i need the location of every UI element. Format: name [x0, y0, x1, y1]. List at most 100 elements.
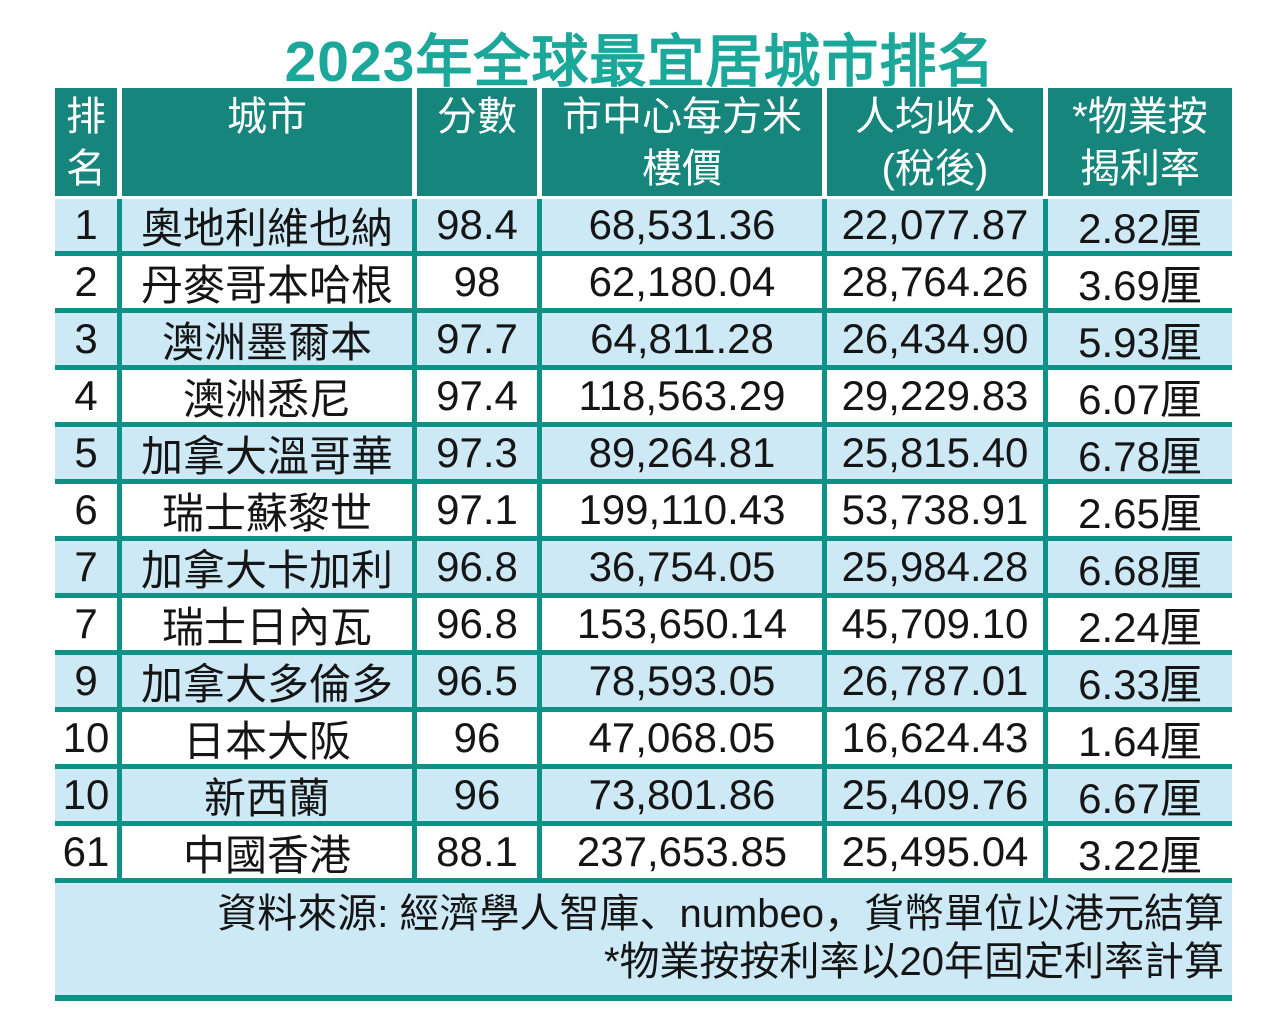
table-row: 3 澳洲墨爾本 97.7 64,811.28 26,434.90 5.93厘 [55, 313, 1232, 365]
column-header: *物業按 揭利率 [1048, 88, 1232, 196]
rank-cell: 5 [55, 427, 117, 479]
column-header-line1: 市中心每方米 [562, 95, 802, 139]
table-row: 7 加拿大卡加利 96.8 36,754.05 25,984.28 6.68厘 [55, 541, 1232, 593]
rate-cell: 2.82厘 [1048, 199, 1232, 251]
table-header-row: 排 名 城市 分數 市中心每方米 樓價 [55, 88, 1232, 199]
column-header-line2: 名 [66, 147, 106, 191]
price-cell: 73,801.86 [542, 769, 822, 821]
price-cell: 47,068.05 [542, 712, 822, 764]
table-row: 10 新西蘭 96 73,801.86 25,409.76 6.67厘 [55, 769, 1232, 821]
rate-cell: 6.68厘 [1048, 541, 1232, 593]
score-cell: 97.3 [417, 427, 537, 479]
rank-cell: 2 [55, 256, 117, 308]
rate-footnote: *物業按按利率以20年固定利率計算 [603, 940, 1224, 984]
rank-cell: 1 [55, 199, 117, 251]
column-header-line1: 排 [66, 95, 106, 139]
table-row: 4 澳洲悉尼 97.4 118,563.29 29,229.83 6.07厘 [55, 370, 1232, 422]
page-title: 2023年全球最宜居城市排名 [284, 30, 996, 94]
score-cell: 98 [417, 256, 537, 308]
rate-cell: 6.78厘 [1048, 427, 1232, 479]
rate-cell: 6.07厘 [1048, 370, 1232, 422]
score-cell: 98.4 [417, 199, 537, 251]
table-row: 2 丹麥哥本哈根 98 62,180.04 28,764.26 3.69厘 [55, 256, 1232, 308]
city-cell: 瑞士蘇黎世 [122, 484, 412, 536]
price-cell: 36,754.05 [542, 541, 822, 593]
city-cell: 加拿大溫哥華 [122, 427, 412, 479]
income-cell: 45,709.10 [827, 598, 1043, 650]
table-footnote: 資料來源: 經濟學人智庫、numbeo，貨幣單位以港元結算 *物業按按利率以20… [55, 878, 1232, 1001]
income-cell: 16,624.43 [827, 712, 1043, 764]
city-cell: 澳洲悉尼 [122, 370, 412, 422]
table-row: 6 瑞士蘇黎世 97.1 199,110.43 53,738.91 2.65厘 [55, 484, 1232, 536]
rank-cell: 3 [55, 313, 117, 365]
column-header-line2: 樓價 [642, 147, 722, 191]
column-header-line1: 人均收入 [855, 95, 1015, 139]
rank-cell: 10 [55, 712, 117, 764]
city-cell: 中國香港 [122, 826, 412, 878]
rate-cell: 6.67厘 [1048, 769, 1232, 821]
rank-cell: 7 [55, 541, 117, 593]
column-header-line1: 分數 [437, 95, 517, 139]
income-cell: 28,764.26 [827, 256, 1043, 308]
rate-cell: 1.64厘 [1048, 712, 1232, 764]
score-cell: 96.5 [417, 655, 537, 707]
table-row: 1 奧地利維也納 98.4 68,531.36 22,077.87 2.82厘 [55, 199, 1232, 251]
ranking-table: 排 名 城市 分數 市中心每方米 樓價 [55, 88, 1232, 1001]
price-cell: 78,593.05 [542, 655, 822, 707]
income-cell: 26,434.90 [827, 313, 1043, 365]
rate-cell: 5.93厘 [1048, 313, 1232, 365]
city-cell: 澳洲墨爾本 [122, 313, 412, 365]
price-cell: 64,811.28 [542, 313, 822, 365]
column-header: 排 名 [55, 88, 117, 196]
income-cell: 25,984.28 [827, 541, 1043, 593]
rate-cell: 2.24厘 [1048, 598, 1232, 650]
table-row: 5 加拿大溫哥華 97.3 89,264.81 25,815.40 6.78厘 [55, 427, 1232, 479]
price-cell: 68,531.36 [542, 199, 822, 251]
price-cell: 199,110.43 [542, 484, 822, 536]
column-header-line1: *物業按 [1072, 95, 1208, 139]
rank-cell: 7 [55, 598, 117, 650]
rank-cell: 4 [55, 370, 117, 422]
price-cell: 89,264.81 [542, 427, 822, 479]
rank-cell: 6 [55, 484, 117, 536]
rate-cell: 2.65厘 [1048, 484, 1232, 536]
table-body: 1 奧地利維也納 98.4 68,531.36 22,077.87 2.82厘 … [55, 199, 1232, 878]
column-header-line2: 揭利率 [1080, 147, 1200, 191]
income-cell: 25,409.76 [827, 769, 1043, 821]
rate-cell: 3.69厘 [1048, 256, 1232, 308]
rank-cell: 61 [55, 826, 117, 878]
income-cell: 25,495.04 [827, 826, 1043, 878]
price-cell: 118,563.29 [542, 370, 822, 422]
score-cell: 88.1 [417, 826, 537, 878]
table-row: 61 中國香港 88.1 237,653.85 25,495.04 3.22厘 [55, 826, 1232, 878]
score-cell: 96.8 [417, 541, 537, 593]
column-header: 分數 [417, 88, 537, 196]
column-header-line2: (稅後) [881, 147, 989, 191]
rank-cell: 10 [55, 769, 117, 821]
price-cell: 153,650.14 [542, 598, 822, 650]
score-cell: 97.1 [417, 484, 537, 536]
price-cell: 62,180.04 [542, 256, 822, 308]
score-cell: 96 [417, 712, 537, 764]
rank-cell: 9 [55, 655, 117, 707]
price-cell: 237,653.85 [542, 826, 822, 878]
column-header: 人均收入 (稅後) [827, 88, 1043, 196]
column-header: 市中心每方米 樓價 [542, 88, 822, 196]
income-cell: 26,787.01 [827, 655, 1043, 707]
city-cell: 奧地利維也納 [122, 199, 412, 251]
income-cell: 53,738.91 [827, 484, 1043, 536]
city-cell: 新西蘭 [122, 769, 412, 821]
income-cell: 25,815.40 [827, 427, 1043, 479]
city-cell: 瑞士日內瓦 [122, 598, 412, 650]
score-cell: 96 [417, 769, 537, 821]
income-cell: 29,229.83 [827, 370, 1043, 422]
column-header: 城市 [122, 88, 412, 196]
table-row: 10 日本大阪 96 47,068.05 16,624.43 1.64厘 [55, 712, 1232, 764]
source-note: 資料來源: 經濟學人智庫、numbeo，貨幣單位以港元結算 [217, 892, 1224, 936]
table-row: 9 加拿大多倫多 96.5 78,593.05 26,787.01 6.33厘 [55, 655, 1232, 707]
score-cell: 96.8 [417, 598, 537, 650]
rate-cell: 6.33厘 [1048, 655, 1232, 707]
city-cell: 加拿大多倫多 [122, 655, 412, 707]
rate-cell: 3.22厘 [1048, 826, 1232, 878]
